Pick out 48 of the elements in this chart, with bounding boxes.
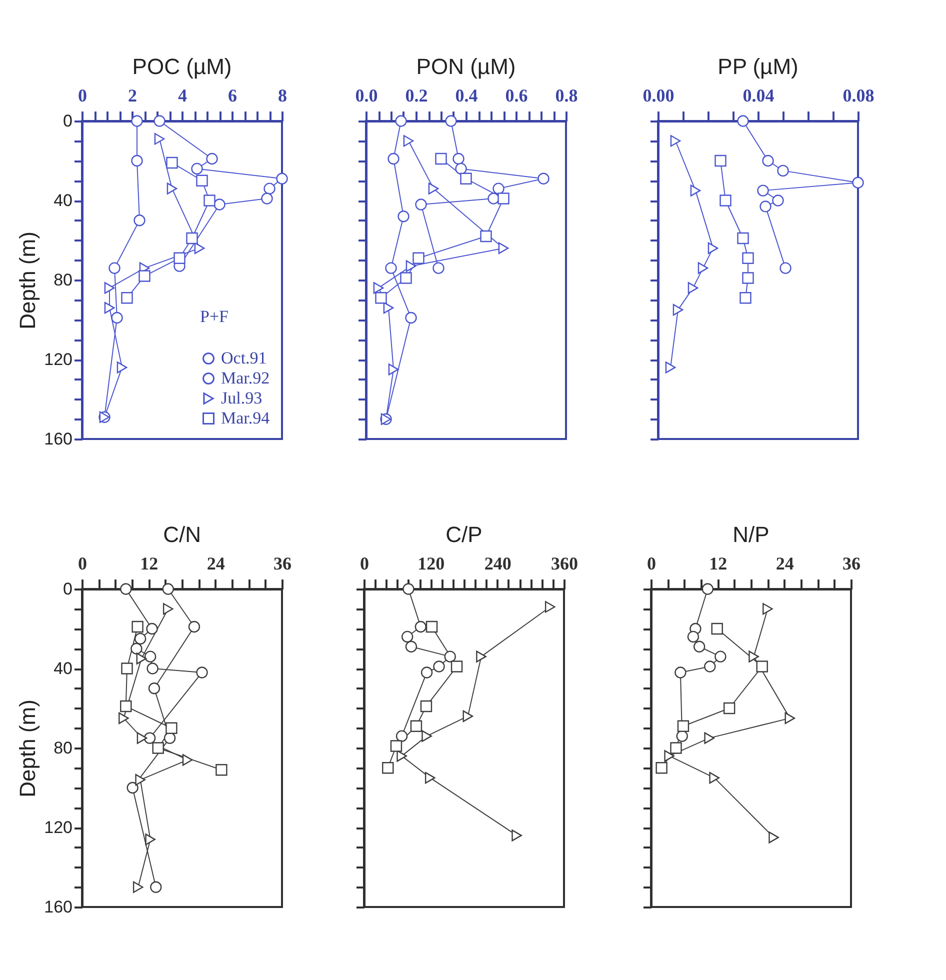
chart-title: POC (µM)	[132, 54, 232, 79]
y-tick-label: 0	[63, 580, 72, 598]
x-tick-label: 0.8	[555, 86, 578, 106]
chart-title: N/P	[732, 522, 770, 547]
x-tick-label: 2	[128, 86, 137, 106]
x-tick-label: 24	[776, 554, 794, 574]
y-tick-label: 160	[44, 430, 72, 448]
y-tick-label: 40	[54, 659, 72, 678]
x-tick-label: 24	[206, 554, 225, 574]
x-tick-label: 0.08	[842, 86, 874, 106]
y-tick-label: 120	[44, 818, 72, 837]
x-tick-label: 36	[842, 554, 860, 574]
y-tick-label: 80	[54, 270, 72, 290]
x-tick-label: 0.4	[455, 86, 478, 106]
y-axis-title: Depth (m)	[15, 232, 40, 330]
x-tick-label: 12	[709, 554, 728, 574]
x-tick-label: 6	[228, 86, 237, 106]
x-tick-label: 0	[647, 554, 656, 574]
chart-title: C/P	[446, 522, 482, 547]
legend-title: P+F	[200, 307, 228, 326]
x-tick-label: 0	[360, 554, 369, 574]
x-tick-label: 120	[418, 554, 445, 574]
x-tick-label: 0.0	[355, 86, 378, 106]
legend-label: Oct.91	[221, 348, 267, 368]
x-tick-label: 0.00	[642, 86, 674, 106]
y-tick-label: 80	[54, 738, 72, 758]
x-tick-label: 12	[140, 554, 158, 574]
chart-title: PON (µM)	[416, 54, 516, 79]
y-tick-label: 120	[44, 350, 72, 369]
x-tick-label: 4	[178, 86, 187, 106]
legend-label: Mar.92	[221, 368, 270, 388]
x-tick-label: 0	[78, 86, 87, 106]
y-tick-label: 0	[63, 112, 72, 130]
y-tick-label: 40	[54, 191, 72, 210]
chart-title: PP (µM)	[718, 54, 798, 79]
legend-label: Mar.94	[221, 408, 270, 428]
x-tick-label: 360	[551, 554, 578, 574]
chart-title: C/N	[163, 522, 201, 547]
y-tick-label: 160	[44, 898, 72, 916]
x-tick-label: 0.2	[405, 86, 428, 106]
x-tick-label: 8	[278, 86, 287, 106]
x-tick-label: 36	[274, 554, 292, 574]
x-tick-label: 240	[484, 554, 512, 574]
x-tick-label: 0.6	[505, 86, 528, 106]
y-axis-title: Depth (m)	[15, 700, 40, 798]
x-tick-label: 0.04	[742, 86, 774, 106]
legend-label: Jul.93	[221, 388, 262, 408]
x-tick-label: 0	[78, 554, 87, 574]
